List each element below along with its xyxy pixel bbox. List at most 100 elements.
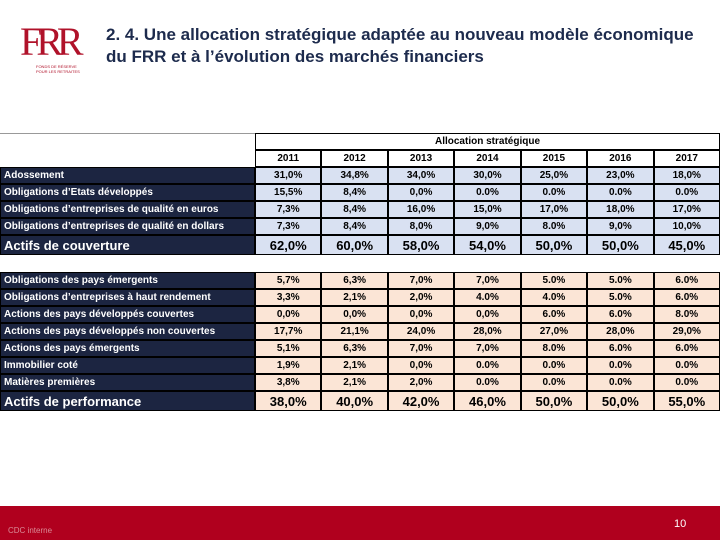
value-cell: 15,0% (454, 201, 521, 218)
value-cell: 0.0% (653, 374, 720, 391)
value-cell: 0,0% (255, 306, 322, 323)
value-cell: 6.0% (587, 340, 654, 357)
value-cell: 6.0% (520, 306, 588, 323)
value-cell: 15,5% (255, 184, 322, 201)
total-cell: 38,0% (255, 391, 322, 411)
year-header: 2014 (454, 150, 521, 167)
value-cell: 0,0% (387, 184, 455, 201)
value-cell: 2,0% (387, 289, 455, 306)
logo-subtitle: FONDS DE RÉSERVE POUR LES RETRAITES (36, 64, 80, 74)
value-cell: 8,4% (321, 201, 388, 218)
total-cell: 58,0% (387, 235, 455, 255)
value-cell: 0.0% (520, 374, 588, 391)
value-cell: 7,0% (387, 340, 455, 357)
total-cell: 45,0% (653, 235, 720, 255)
value-cell: 0.0% (653, 184, 720, 201)
value-cell: 21,1% (321, 323, 388, 340)
year-header: 2016 (587, 150, 654, 167)
row-label: Obligations d’entreprises de qualité en … (0, 218, 255, 235)
total-label: Actifs de couverture (0, 235, 255, 255)
value-cell: 7,0% (454, 340, 521, 357)
row-label: Actions des pays développés non couverte… (0, 323, 255, 340)
value-cell: 16,0% (387, 201, 455, 218)
value-cell: 9,0% (587, 218, 654, 235)
value-cell: 5.0% (587, 289, 654, 306)
value-cell: 5.0% (520, 272, 588, 289)
value-cell: 7,0% (454, 272, 521, 289)
value-cell: 6.0% (587, 306, 654, 323)
top-rule (0, 133, 255, 134)
value-cell: 8,4% (321, 184, 388, 201)
total-cell: 62,0% (255, 235, 322, 255)
value-cell: 2,1% (321, 374, 388, 391)
value-cell: 0.0% (587, 374, 654, 391)
value-cell: 2,0% (387, 374, 455, 391)
value-cell: 0,0% (454, 306, 521, 323)
slide-title: 2. 4. Une allocation stratégique adaptée… (106, 25, 694, 66)
value-cell: 1,9% (255, 357, 322, 374)
value-cell: 17,7% (255, 323, 322, 340)
total-cell: 46,0% (454, 391, 521, 411)
value-cell: 0.0% (587, 357, 654, 374)
total-cell: 50,0% (520, 235, 588, 255)
value-cell: 27,0% (520, 323, 588, 340)
row-label: Obligations des pays émergents (0, 272, 255, 289)
footer-band (0, 506, 720, 540)
value-cell: 8.0% (520, 340, 588, 357)
row-label: Obligations d’Etats développés (0, 184, 255, 201)
total-cell: 60,0% (321, 235, 388, 255)
row-label: Immobilier coté (0, 357, 255, 374)
value-cell: 4.0% (454, 289, 521, 306)
value-cell: 0,0% (387, 357, 455, 374)
value-cell: 3,8% (255, 374, 322, 391)
value-cell: 5,7% (255, 272, 322, 289)
value-cell: 7,3% (255, 201, 322, 218)
value-cell: 17,0% (520, 201, 588, 218)
value-cell: 6.0% (653, 272, 720, 289)
value-cell: 0.0% (520, 357, 588, 374)
value-cell: 8,4% (321, 218, 388, 235)
value-cell: 5.0% (587, 272, 654, 289)
value-cell: 0.0% (520, 184, 588, 201)
value-cell: 24,0% (387, 323, 455, 340)
value-cell: 4.0% (520, 289, 588, 306)
value-cell: 0.0% (587, 184, 654, 201)
value-cell: 17,0% (653, 201, 720, 218)
value-cell: 7,3% (255, 218, 322, 235)
value-cell: 31,0% (255, 167, 322, 184)
year-header: 2012 (321, 150, 388, 167)
value-cell: 18,0% (653, 167, 720, 184)
value-cell: 0.0% (454, 184, 521, 201)
value-cell: 23,0% (587, 167, 654, 184)
value-cell: 9,0% (454, 218, 521, 235)
total-cell: 50,0% (587, 391, 654, 411)
logo-text: FRR (20, 19, 84, 64)
value-cell: 28,0% (587, 323, 654, 340)
table-title: Allocation stratégique (255, 133, 720, 150)
logo: FRR FONDS DE RÉSERVE POUR LES RETRAITES (20, 20, 90, 80)
value-cell: 6.0% (653, 289, 720, 306)
value-cell: 30,0% (454, 167, 521, 184)
row-label: Matières premières (0, 374, 255, 391)
value-cell: 2,1% (321, 357, 388, 374)
year-header: 2013 (387, 150, 455, 167)
year-header: 2017 (653, 150, 720, 167)
footer-left: CDC interne (8, 526, 53, 535)
page-number: 10 (674, 518, 687, 530)
year-header: 2011 (255, 150, 322, 167)
total-cell: 50,0% (587, 235, 654, 255)
value-cell: 0,0% (387, 306, 455, 323)
value-cell: 6,3% (321, 272, 388, 289)
row-label: Actions des pays développés couvertes (0, 306, 255, 323)
value-cell: 8.0% (653, 306, 720, 323)
value-cell: 2,1% (321, 289, 388, 306)
row-label: Adossement (0, 167, 255, 184)
total-label: Actifs de performance (0, 391, 255, 411)
row-label: Obligations d’entreprises de qualité en … (0, 201, 255, 218)
total-cell: 55,0% (653, 391, 720, 411)
row-label: Actions des pays émergents (0, 340, 255, 357)
value-cell: 8.0% (520, 218, 588, 235)
value-cell: 3,3% (255, 289, 322, 306)
